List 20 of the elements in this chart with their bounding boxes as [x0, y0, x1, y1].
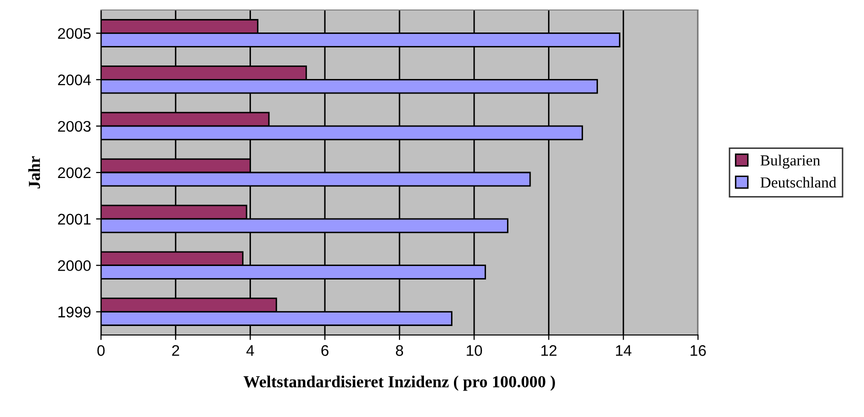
y-tick-label: 2002 — [58, 167, 91, 178]
x-tick-label: 6 — [321, 345, 328, 356]
y-tick-label: 2005 — [58, 28, 91, 39]
x-tick-label: 2 — [172, 345, 180, 356]
y-tick-label: 2004 — [58, 74, 91, 86]
y-tick-label: 2000 — [58, 260, 91, 272]
x-tick-label: 12 — [541, 345, 556, 356]
y-tick-label: 2003 — [58, 120, 91, 132]
x-tick-label: 0 — [97, 345, 105, 356]
x-tick-label: 4 — [246, 345, 254, 356]
x-tick-label: 16 — [690, 345, 706, 356]
y-tick-label: 2001 — [58, 214, 91, 225]
y-tick-label: 1999 — [58, 306, 91, 318]
y-axis-title: Jahr — [28, 156, 40, 188]
legend-label: Bulgarien — [760, 154, 820, 169]
x-tick-label: 10 — [466, 345, 482, 356]
x-tick-label: 14 — [616, 345, 632, 356]
legend-label: Deutschland — [760, 176, 836, 188]
x-tick-label: 8 — [396, 345, 404, 356]
x-axis-title: Weltstandardisieret Inzidenz ( pro 100.000 ) — [244, 376, 555, 391]
